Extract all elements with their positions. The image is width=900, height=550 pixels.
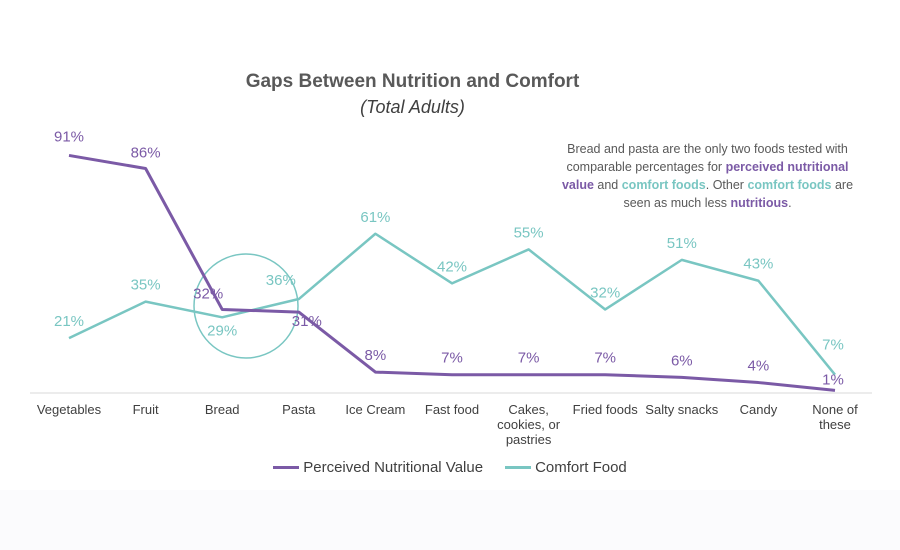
data-label-nutritional: 7% [594, 350, 616, 367]
x-tick-layer: Vegetables Fruit Bread Pasta Ice Cream Fast f… [37, 402, 858, 447]
data-label-comfort: 51% [667, 235, 697, 252]
x-tick-label: Vegetables [37, 402, 102, 417]
note-segment: . Other [705, 178, 748, 192]
data-label-nutritional: 4% [748, 358, 770, 375]
data-label-comfort: 35% [131, 277, 161, 294]
note-segment: comfort foods [747, 178, 832, 192]
legend-swatch-teal [505, 466, 532, 469]
data-label-comfort: 42% [437, 258, 467, 275]
data-label-comfort: 43% [743, 256, 773, 273]
note-segment: nutritious [730, 196, 789, 210]
footer-band [0, 490, 900, 550]
data-label-nutritional: 6% [671, 352, 693, 369]
x-tick-label: None of these [812, 402, 858, 432]
note-segment: are seen as much less [623, 178, 854, 210]
note-segment: Bread and pasta are the only two foods t… [566, 142, 848, 174]
data-label-comfort: 36% [266, 272, 296, 289]
data-label-nutritional: 7% [518, 350, 540, 367]
legend: Perceived Nutritional Value Comfort Food [0, 459, 900, 476]
data-label-nutritional: 8% [365, 347, 387, 364]
x-tick-label: Fast food [425, 402, 479, 417]
legend-swatch-purple [273, 466, 300, 469]
legend-item-comfort: Comfort Food [505, 459, 627, 476]
data-label-nutritional: 91% [54, 128, 84, 145]
legend-label: Comfort Food [535, 459, 627, 476]
data-label-comfort: 61% [360, 209, 390, 226]
x-tick-label: Salty snacks [645, 402, 718, 417]
note-segment: perceived nutritional value [561, 160, 849, 192]
highlight-circle [193, 253, 299, 359]
x-tick-label: Candy [740, 402, 778, 417]
series-line-comfort [68, 232, 836, 376]
series-line-nutritional [68, 153, 836, 392]
note-segment: and [593, 178, 622, 192]
chart-title: Gaps Between Nutrition and Comfort [245, 71, 580, 92]
x-tick-label: Cakes, cookies, or pastries [497, 402, 561, 447]
data-label-comfort: 29% [207, 322, 237, 339]
x-tick-label: Fruit [133, 402, 159, 417]
note-segment: comfort foods [621, 178, 706, 192]
data-label-nutritional: 31% [292, 313, 322, 330]
note-segment: . [788, 196, 792, 210]
x-tick-label: Ice Cream [345, 402, 405, 417]
x-tick-label: Fried foods [573, 402, 639, 417]
legend-label: Perceived Nutritional Value [303, 459, 484, 476]
data-label-nutritional: 7% [441, 350, 463, 367]
chart-subtitle: (Total Adults) [360, 97, 465, 117]
data-label-nutritional: 86% [131, 144, 161, 161]
series-layer [68, 153, 836, 392]
legend-item-nutritional: Perceived Nutritional Value [273, 459, 483, 476]
x-tick-label: Bread [205, 402, 240, 417]
annotation-note: Bread and pasta are the only two foods t… [555, 140, 860, 212]
x-tick-label: Pasta [282, 402, 316, 417]
data-label-comfort: 7% [822, 337, 844, 354]
data-label-comfort: 55% [514, 224, 544, 241]
data-label-comfort: 32% [590, 284, 620, 301]
data-label-nutritional: 1% [822, 371, 844, 388]
data-label-comfort: 21% [54, 313, 84, 330]
data-label-nutritional: 32% [193, 285, 223, 302]
data-label-layer: 91% 86% 32% 31% 8% 7% 7% 7% 6% 4% 1% 21% 35% 29% 36% 61… [54, 128, 844, 388]
